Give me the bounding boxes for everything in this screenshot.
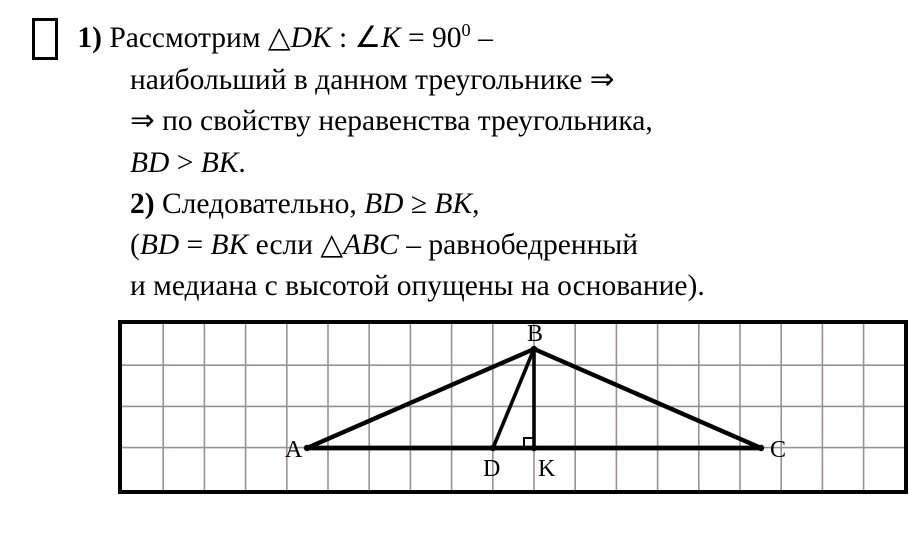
line-3: ⇒ по свойству неравенства треугольника,: [130, 101, 877, 142]
page: 239. 1) Рассмотрим △DK : ∠K = 900 – наиб…: [0, 0, 909, 504]
line-5: 2) Следовательно, BD ≥ BK,: [130, 184, 877, 225]
l5-comma: ,: [472, 188, 479, 220]
label-A: A: [285, 437, 303, 463]
l4-BD: BD: [130, 147, 169, 179]
l1-tail: –: [471, 22, 493, 54]
vertex-A: [304, 445, 310, 451]
problem-number-box: 239.: [32, 18, 58, 60]
line-6: (BD = BK если △ABC – равнобедренный: [130, 225, 877, 266]
l6-open: (: [130, 229, 140, 261]
l5-ge: ≥: [403, 188, 434, 220]
label-K: K: [538, 456, 556, 482]
l5-BK: BK: [434, 188, 472, 220]
l4-BK: BK: [201, 147, 239, 179]
l5-BD: BD: [364, 188, 403, 220]
l6-BD: BD: [140, 229, 179, 261]
diagram-frame: A B C D K: [118, 320, 908, 494]
l1-K: K: [381, 22, 401, 54]
l4-gt: >: [169, 147, 200, 179]
l1-tri: DK: [291, 22, 332, 54]
l1-deg: 0: [462, 20, 471, 40]
vertex-K: [531, 445, 537, 451]
vertex-D: [490, 445, 496, 451]
l6-ABC: ABC: [343, 229, 399, 261]
label-D: D: [483, 456, 500, 482]
l6-BK: BK: [211, 229, 249, 261]
part2-marker: 2): [130, 188, 155, 220]
label-B: B: [527, 324, 543, 347]
label-C: C: [770, 437, 786, 463]
l6-tail: – равнобедренный: [399, 229, 638, 261]
line-7: и медиана с высотой опущены на основание…: [130, 266, 877, 307]
l4-dot: .: [238, 147, 245, 179]
l1-colon: : ∠: [332, 22, 381, 54]
l5-a: Следовательно,: [155, 188, 365, 220]
problem-text: 239. 1) Рассмотрим △DK : ∠K = 900 – наиб…: [48, 18, 877, 308]
l6-eq: =: [179, 229, 210, 261]
triangle-diagram: A B C D K: [122, 324, 904, 490]
part1-marker: 1): [77, 22, 102, 54]
line-1: 239. 1) Рассмотрим △DK : ∠K = 900 –: [130, 18, 877, 60]
l1a: Рассмотрим △: [102, 22, 291, 54]
line-2: наибольший в данном треугольнике ⇒: [130, 60, 877, 101]
l6-if: если △: [248, 229, 343, 261]
l1-eq: = 90: [401, 22, 462, 54]
vertex-C: [758, 445, 764, 451]
line-4: BD > BK.: [130, 143, 877, 184]
